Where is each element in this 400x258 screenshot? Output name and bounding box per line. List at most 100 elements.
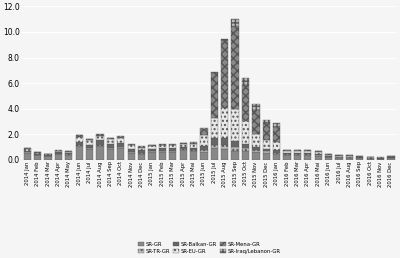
Bar (273, 150, 280, 153)
Bar (252, 104, 260, 110)
Bar (128, 152, 135, 153)
Bar (86, 148, 93, 149)
Bar (284, 155, 291, 156)
Bar (128, 145, 135, 146)
Bar (221, 40, 228, 108)
Bar (107, 148, 114, 149)
Bar (273, 142, 280, 150)
Bar (284, 154, 291, 155)
Bar (117, 142, 124, 147)
Bar (190, 143, 197, 144)
Bar (221, 144, 228, 149)
Bar (180, 143, 187, 144)
Bar (128, 149, 135, 152)
Bar (346, 156, 353, 157)
Bar (284, 151, 291, 154)
Bar (242, 85, 249, 121)
Bar (335, 156, 343, 157)
Bar (148, 146, 156, 149)
Bar (117, 137, 124, 138)
Bar (138, 153, 145, 154)
Bar (159, 145, 166, 146)
Bar (107, 140, 114, 144)
Bar (55, 151, 62, 152)
Bar (107, 149, 114, 160)
Bar (315, 152, 322, 154)
Bar (34, 155, 41, 156)
Bar (76, 146, 83, 160)
Bar (356, 158, 364, 160)
Bar (34, 153, 41, 154)
Bar (190, 142, 197, 143)
Bar (200, 129, 208, 135)
Bar (96, 146, 104, 160)
Bar (232, 109, 239, 141)
Bar (180, 149, 187, 150)
Bar (263, 140, 270, 149)
Bar (366, 157, 374, 158)
Bar (148, 151, 156, 152)
Bar (128, 153, 135, 160)
Bar (325, 154, 332, 155)
Bar (128, 146, 135, 149)
Bar (273, 127, 280, 142)
Bar (304, 150, 312, 151)
Bar (55, 152, 62, 154)
Bar (211, 145, 218, 148)
Bar (366, 159, 374, 160)
Bar (315, 156, 322, 160)
Bar (24, 153, 31, 160)
Bar (190, 150, 197, 151)
Bar (211, 118, 218, 139)
Bar (232, 141, 239, 147)
Bar (252, 110, 260, 134)
Bar (346, 158, 353, 160)
Bar (86, 140, 93, 145)
Bar (190, 151, 197, 160)
Bar (44, 156, 52, 160)
Bar (315, 154, 322, 155)
Bar (65, 151, 72, 152)
Bar (65, 155, 72, 160)
Bar (138, 148, 145, 150)
Bar (86, 149, 93, 160)
Bar (252, 152, 260, 160)
Bar (148, 152, 156, 160)
Bar (335, 157, 343, 158)
Bar (273, 154, 280, 160)
Bar (325, 157, 332, 160)
Bar (190, 144, 197, 148)
Bar (242, 148, 249, 151)
Bar (304, 155, 312, 160)
Bar (169, 146, 176, 148)
Bar (284, 150, 291, 151)
Bar (335, 155, 343, 156)
Bar (180, 144, 187, 147)
Bar (107, 138, 114, 139)
Bar (44, 155, 52, 156)
Bar (86, 139, 93, 140)
Bar (200, 146, 208, 150)
Bar (325, 155, 332, 156)
Bar (76, 145, 83, 146)
Bar (159, 146, 166, 148)
Bar (211, 73, 218, 118)
Bar (117, 136, 124, 137)
Bar (65, 154, 72, 155)
Bar (96, 135, 104, 136)
Bar (96, 144, 104, 146)
Bar (232, 19, 239, 26)
Bar (221, 39, 228, 40)
Bar (273, 124, 280, 127)
Bar (117, 138, 124, 142)
Bar (335, 158, 343, 160)
Bar (200, 128, 208, 129)
Bar (346, 155, 353, 156)
Bar (180, 150, 187, 160)
Bar (242, 144, 249, 148)
Bar (138, 154, 145, 160)
Bar (221, 108, 228, 138)
Bar (148, 149, 156, 151)
Bar (273, 153, 280, 154)
Bar (24, 149, 31, 151)
